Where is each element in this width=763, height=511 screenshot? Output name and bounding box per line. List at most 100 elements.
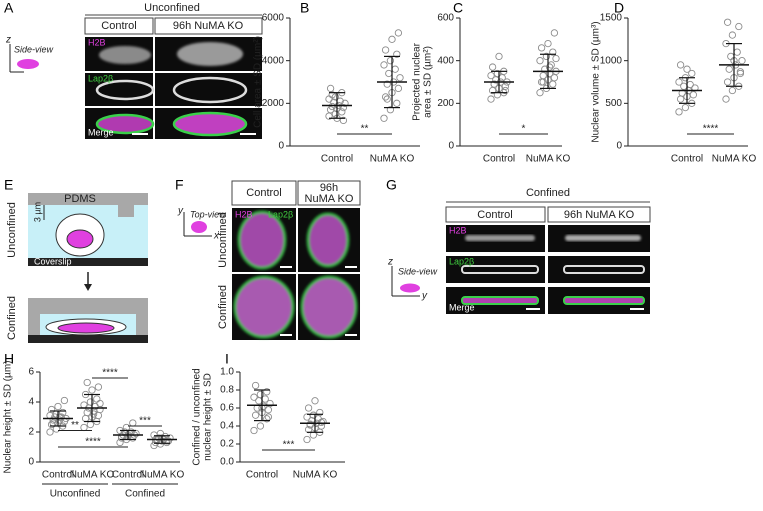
data-point xyxy=(536,57,544,65)
column-header: 96h NuMA KO xyxy=(564,209,635,221)
data-point xyxy=(88,386,96,394)
data-point xyxy=(381,93,390,101)
panel-label: H xyxy=(4,351,14,367)
column-header: NuMA KO xyxy=(305,193,354,205)
column-header: 96h NuMA KO xyxy=(173,20,244,32)
data-point xyxy=(391,65,399,73)
header-box xyxy=(297,180,361,206)
y-tick-label: 1000 xyxy=(600,55,623,66)
nucleus xyxy=(563,265,645,274)
view-label: Side-view xyxy=(14,44,54,54)
data-point xyxy=(542,52,551,61)
significance-label: ** xyxy=(361,124,369,135)
data-point xyxy=(381,46,390,54)
data-point xyxy=(317,418,326,427)
data-point xyxy=(304,404,313,412)
data-point xyxy=(156,429,165,438)
channel-label: H2B xyxy=(449,225,467,235)
data-point xyxy=(723,18,732,26)
column-header: Control xyxy=(477,209,512,221)
axis-label: z xyxy=(387,257,393,268)
panel-e: E PDMS 3 µm Coverslip Unconfined Confine… xyxy=(4,177,148,343)
pdms xyxy=(28,298,148,314)
significance-label: *** xyxy=(283,440,295,451)
data-point xyxy=(325,95,333,103)
data-point xyxy=(552,54,560,63)
data-point xyxy=(544,39,552,48)
header-box xyxy=(154,17,263,35)
nucleus xyxy=(177,42,243,66)
y-tick-label: 2 xyxy=(28,427,34,438)
panel-label: D xyxy=(614,0,624,16)
data-point xyxy=(386,106,395,114)
data-point xyxy=(341,99,349,107)
data-point xyxy=(728,31,737,39)
data-point xyxy=(328,91,336,99)
y-axis-label: Projected nuclear xyxy=(412,42,423,120)
data-point xyxy=(86,420,95,429)
data-point xyxy=(80,423,88,432)
panel-g: G Confined Control 96h NuMA KO H2B Lap2β… xyxy=(386,177,651,314)
group-label: Confined xyxy=(125,489,165,500)
significance-label: *** xyxy=(139,416,151,427)
data-point xyxy=(250,426,258,435)
data-point xyxy=(676,95,685,103)
data-point xyxy=(129,419,137,427)
icon xyxy=(17,59,39,69)
nucleus xyxy=(565,235,641,241)
data-point xyxy=(251,381,260,390)
medium xyxy=(134,205,148,258)
material-label: PDMS xyxy=(64,193,96,205)
data-point xyxy=(488,63,497,71)
data-point xyxy=(47,405,56,414)
nucleus xyxy=(465,235,535,241)
axis-label: z xyxy=(5,35,11,46)
data-point xyxy=(339,116,348,125)
header-box xyxy=(231,180,297,206)
data-point xyxy=(256,422,265,430)
data-point xyxy=(259,402,268,410)
data-point xyxy=(689,91,698,99)
data-point xyxy=(393,99,401,107)
nucleus xyxy=(563,296,645,305)
y-tick-label: 200 xyxy=(437,98,454,109)
column-header: Control xyxy=(246,187,281,199)
data-point xyxy=(539,71,547,80)
y-tick-label: 1500 xyxy=(600,13,623,24)
data-point xyxy=(386,57,395,65)
data-point xyxy=(251,411,260,419)
data-point xyxy=(736,68,745,76)
data-point xyxy=(311,397,319,405)
column-header: Control xyxy=(101,20,136,32)
data-point xyxy=(86,398,95,406)
panel-label: I xyxy=(225,351,229,367)
view-label: Side-view xyxy=(398,266,438,276)
data-point xyxy=(388,35,396,43)
data-point xyxy=(80,401,88,409)
data-point xyxy=(550,29,559,37)
data-point xyxy=(487,95,495,103)
medium xyxy=(118,217,134,258)
nucleus xyxy=(95,113,155,135)
nucleus xyxy=(300,275,358,339)
significance-label: * xyxy=(522,124,526,135)
data-point xyxy=(81,414,90,423)
pdms-pillar xyxy=(118,205,134,217)
data-point xyxy=(676,61,685,69)
nucleus xyxy=(461,296,539,305)
y-tick-label: 0.6 xyxy=(220,403,234,414)
data-point xyxy=(688,69,696,78)
header-box xyxy=(547,206,651,223)
significance-label: **** xyxy=(85,437,101,448)
data-point xyxy=(263,415,271,423)
panel-label: E xyxy=(4,177,13,193)
data-point xyxy=(339,103,348,112)
header-box xyxy=(445,206,546,223)
panel-label: G xyxy=(386,177,397,193)
panel-label: C xyxy=(453,0,463,16)
axis-label: y xyxy=(177,206,184,217)
data-point xyxy=(383,95,391,103)
data-point xyxy=(738,57,746,65)
x-tick-label: Control xyxy=(246,470,278,481)
